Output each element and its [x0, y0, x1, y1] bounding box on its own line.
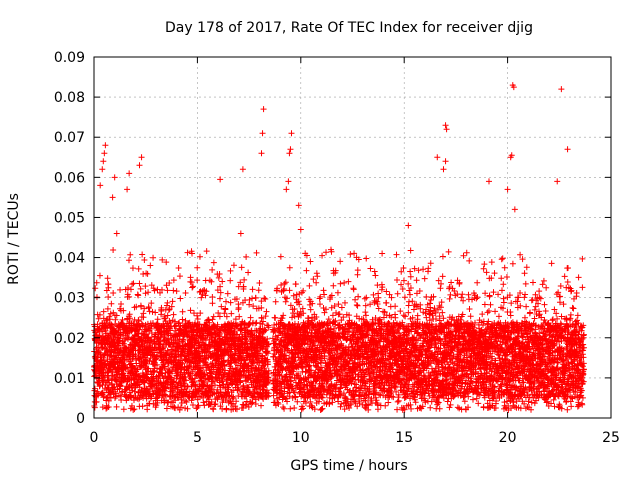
data-point	[104, 305, 111, 312]
data-point	[94, 321, 101, 328]
data-point	[108, 300, 115, 307]
data-point	[99, 389, 106, 396]
data-point	[118, 396, 125, 403]
data-point	[96, 383, 103, 390]
data-point	[92, 285, 99, 292]
data-point	[137, 285, 144, 292]
data-point	[104, 275, 111, 282]
data-point	[117, 345, 124, 352]
data-point	[129, 265, 136, 272]
data-point	[130, 397, 137, 404]
data-point	[103, 317, 110, 324]
data-point	[99, 328, 106, 335]
data-point	[118, 301, 125, 308]
data-point	[96, 311, 103, 318]
data-point	[112, 316, 119, 323]
data-point	[113, 403, 120, 410]
data-point	[110, 246, 117, 253]
data-point	[128, 402, 135, 409]
data-point	[129, 281, 136, 288]
data-points	[91, 82, 587, 413]
data-point	[117, 286, 124, 293]
data-point	[102, 327, 109, 334]
data-point	[96, 325, 103, 332]
data-point	[112, 394, 119, 401]
data-point	[91, 404, 98, 411]
data-point	[101, 351, 108, 358]
data-point	[106, 316, 113, 323]
data-point	[135, 265, 142, 272]
data-point	[130, 320, 137, 327]
data-point	[120, 307, 127, 314]
data-point	[107, 394, 114, 401]
data-point	[131, 406, 138, 413]
data-point	[125, 284, 132, 291]
data-point	[93, 294, 100, 301]
data-point	[127, 251, 134, 258]
data-point	[127, 286, 134, 293]
data-point	[125, 257, 132, 264]
data-point	[130, 280, 137, 287]
data-point	[130, 406, 137, 413]
data-point	[110, 290, 117, 297]
data-point	[105, 403, 112, 410]
data-point	[138, 303, 145, 310]
data-point	[127, 393, 134, 400]
data-point	[135, 396, 142, 403]
data-point	[95, 315, 102, 322]
data-point	[124, 364, 131, 371]
data-point	[105, 281, 112, 288]
data-point	[120, 406, 127, 413]
data-point	[133, 360, 140, 367]
data-point	[93, 279, 100, 286]
data-point	[126, 315, 133, 322]
data-point	[99, 345, 106, 352]
data-point	[91, 385, 98, 392]
data-point	[135, 292, 142, 299]
data-point	[136, 280, 143, 287]
data-point	[104, 373, 111, 380]
data-point	[100, 308, 107, 315]
data-point	[115, 352, 122, 359]
data-point	[108, 388, 115, 395]
data-point	[107, 310, 114, 317]
data-point	[93, 398, 100, 405]
data-point	[99, 404, 106, 411]
data-point	[105, 294, 112, 301]
data-point	[124, 291, 131, 298]
data-point	[113, 312, 120, 319]
data-point	[96, 272, 103, 279]
data-point	[126, 293, 133, 300]
